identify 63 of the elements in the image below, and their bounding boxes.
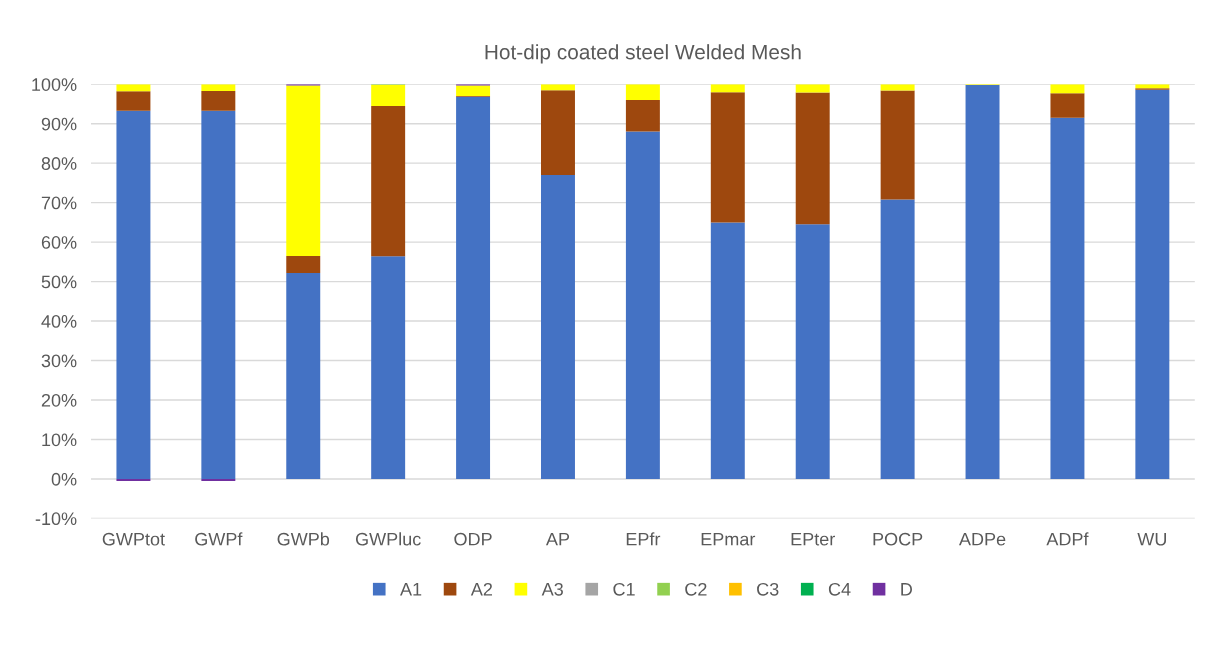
- y-tick-label: 70%: [41, 196, 77, 210]
- x-tick-label: GWPf: [195, 532, 243, 546]
- x-tick-label: GWPb: [277, 532, 330, 546]
- y-tick-label: 50%: [41, 275, 77, 289]
- y-tick-label: -10%: [35, 512, 77, 526]
- chart-title: Hot-dip coated steel Welded Mesh: [485, 44, 801, 64]
- x-tick-label: GWPtot: [102, 532, 165, 546]
- bar: [710, 92, 745, 223]
- bar: [456, 85, 491, 97]
- bar: [965, 85, 1000, 479]
- legend-label: A1: [400, 583, 422, 596]
- y-tick-label: 60%: [41, 236, 77, 249]
- bar: [1050, 93, 1085, 118]
- bar: [286, 255, 321, 273]
- bar: [116, 91, 151, 111]
- y-tick-label: 80%: [41, 157, 77, 170]
- bar: [286, 272, 321, 479]
- bar: [880, 84, 915, 91]
- x-tick-label: ADPf: [1046, 532, 1089, 546]
- bar: [201, 90, 236, 111]
- legend-label: C4: [828, 582, 851, 596]
- legend-label: C2: [685, 582, 707, 596]
- bar: [625, 131, 660, 479]
- bar: [880, 90, 915, 200]
- x-tick-label: WU: [1137, 532, 1166, 546]
- bar: [116, 110, 151, 479]
- legend-label: D: [901, 583, 912, 596]
- y-tick-label: 10%: [42, 433, 77, 447]
- x-tick-label: POCP: [873, 532, 923, 546]
- y-tick-label: 20%: [41, 393, 77, 407]
- x-tick-label: EPter: [791, 532, 835, 546]
- bar: [625, 84, 660, 101]
- x-tick-label: ODP: [454, 532, 492, 546]
- legend-label: C3: [757, 582, 779, 596]
- bar: [541, 90, 575, 176]
- y-tick-label: 40%: [41, 314, 77, 328]
- legend-label: A3: [541, 582, 563, 596]
- bar: [1050, 117, 1085, 479]
- bar: [880, 199, 915, 479]
- bar: [371, 85, 406, 106]
- bar: [1135, 89, 1170, 479]
- x-tick-label: GWPluc: [355, 532, 421, 546]
- y-tick-label: 0%: [51, 472, 77, 486]
- y-tick-label: 30%: [41, 354, 77, 368]
- x-tick-label: EPfr: [626, 532, 661, 546]
- y-tick-label: 90%: [41, 117, 77, 131]
- legend-label: C1: [613, 582, 635, 596]
- y-tick-label: 100%: [32, 78, 77, 91]
- bar: [286, 85, 321, 256]
- legend-label: A2: [470, 582, 493, 596]
- bar: [541, 175, 575, 479]
- bar: [710, 222, 745, 479]
- x-tick-label: EPmar: [701, 532, 756, 546]
- bar: [795, 224, 830, 479]
- bar: [795, 92, 830, 225]
- x-tick-label: ADPe: [958, 532, 1006, 546]
- bar: [456, 96, 491, 479]
- x-tick-label: AP: [545, 532, 570, 546]
- bar: [371, 105, 406, 257]
- bar: [795, 84, 830, 93]
- bar: [371, 256, 406, 479]
- bar: [201, 110, 236, 479]
- bar: [625, 100, 660, 132]
